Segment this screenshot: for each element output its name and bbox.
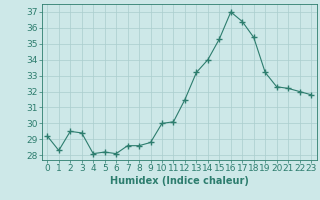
X-axis label: Humidex (Indice chaleur): Humidex (Indice chaleur) [110, 176, 249, 186]
